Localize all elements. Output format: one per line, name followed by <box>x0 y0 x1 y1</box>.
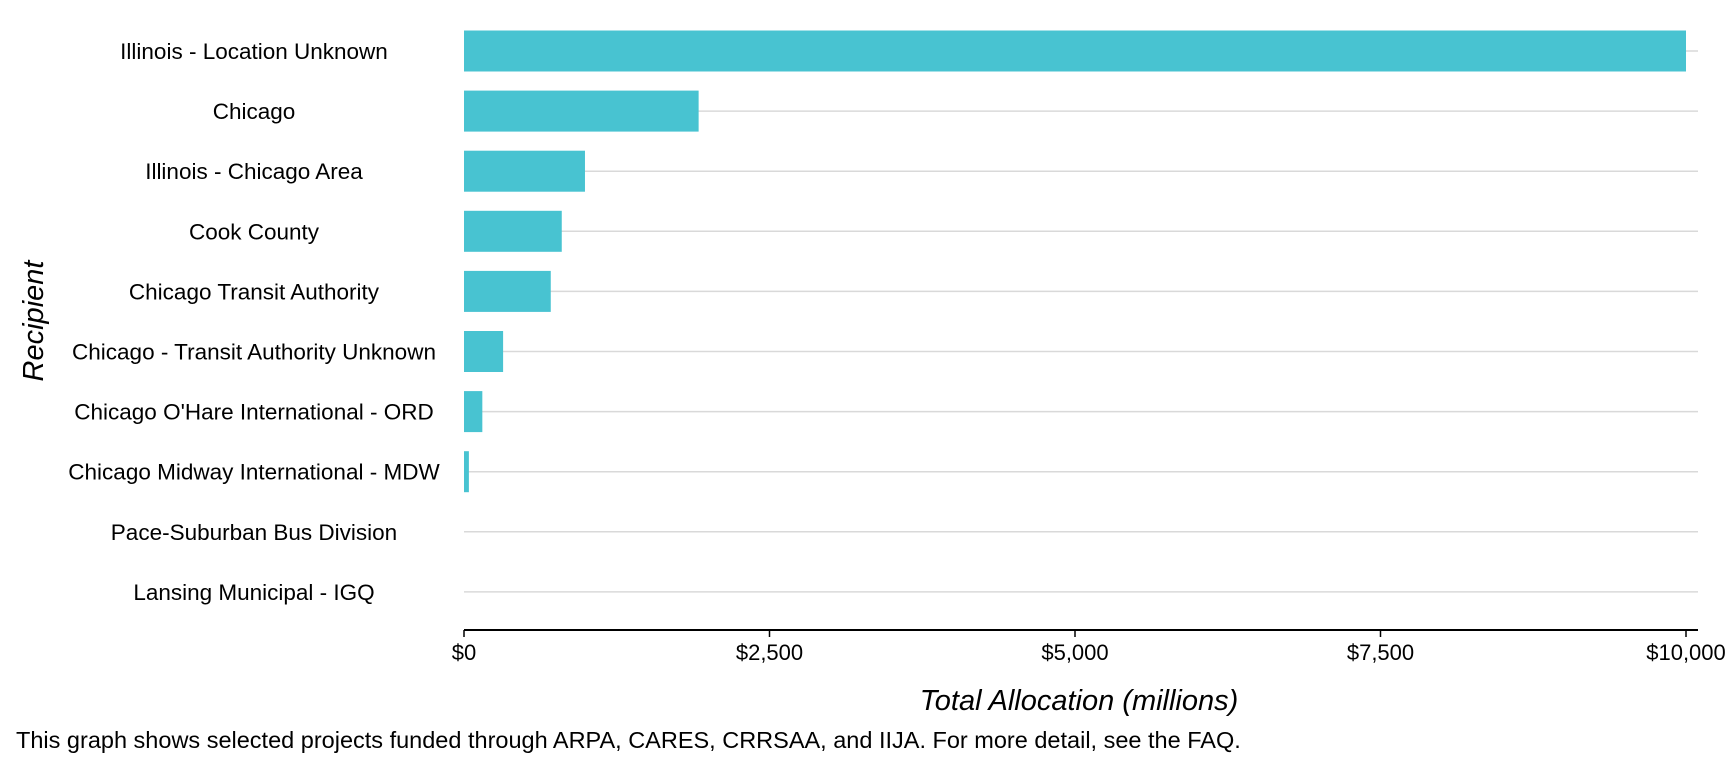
bar <box>464 150 585 192</box>
category-label: Chicago - Transit Authority Unknown <box>72 340 436 365</box>
bar <box>464 451 469 493</box>
chart-caption: This graph shows selected projects funde… <box>16 727 1241 753</box>
bar <box>464 30 1686 72</box>
x-tick-label: $10,000 <box>1646 640 1726 665</box>
bar <box>464 391 483 433</box>
x-tick-label: $0 <box>452 640 476 665</box>
category-label: Chicago <box>213 99 296 124</box>
bar <box>464 331 504 372</box>
gridlines <box>464 50 1698 593</box>
bars <box>464 30 1686 493</box>
x-axis-title: Total Allocation (millions) <box>920 685 1239 717</box>
category-label: Cook County <box>189 219 320 244</box>
category-label: Chicago Midway International - MDW <box>68 460 440 485</box>
category-labels: Illinois - Location Unknown Chicago Illino… <box>68 39 440 605</box>
category-label: Chicago O'Hare International - ORD <box>74 400 433 425</box>
bar <box>464 270 551 312</box>
y-axis-title: Recipient <box>18 259 50 382</box>
category-label: Pace-Suburban Bus Division <box>111 520 397 545</box>
x-tick-label: $7,500 <box>1347 640 1414 665</box>
x-axis-ticks: $0 $2,500 $5,000 $7,500 $10,000 <box>452 630 1726 665</box>
category-label: Illinois - Chicago Area <box>145 159 363 184</box>
bar <box>464 90 699 132</box>
x-tick-label: $5,000 <box>1041 640 1108 665</box>
category-label: Lansing Municipal - IGQ <box>133 580 374 605</box>
category-label: Chicago Transit Authority <box>129 279 380 304</box>
x-tick-label: $2,500 <box>736 640 803 665</box>
bar <box>464 210 562 252</box>
category-label: Illinois - Location Unknown <box>120 39 388 64</box>
